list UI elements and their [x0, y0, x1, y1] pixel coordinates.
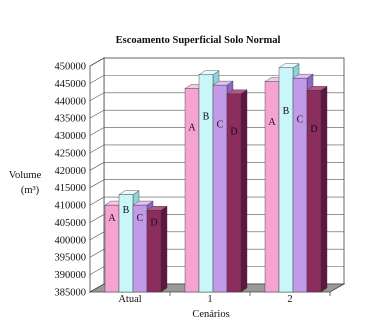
gridline	[89, 127, 344, 136]
plot-side-wall	[89, 57, 105, 293]
gridline	[89, 196, 344, 206]
y-tick-label: 440000	[55, 96, 87, 107]
bar-front	[292, 77, 308, 293]
bar-label: A	[188, 122, 196, 133]
gridline	[89, 144, 344, 154]
bar-top	[278, 63, 300, 68]
bar-front	[198, 74, 214, 293]
bar-top	[212, 80, 234, 86]
bar-top	[226, 89, 248, 95]
bar-label: D	[310, 124, 317, 135]
x-axis-label: Cenários	[192, 309, 229, 320]
bar-label: C	[297, 114, 304, 125]
y-tick-label: 435000	[55, 114, 87, 125]
bar-top	[306, 86, 328, 91]
gridline	[89, 109, 344, 119]
bar-label: D	[150, 217, 157, 228]
x-axis-ticks: Atual 1 2	[118, 292, 331, 305]
gridline	[89, 75, 344, 84]
gridline	[89, 248, 344, 258]
bar-top	[146, 206, 168, 211]
bar: D	[306, 85, 328, 293]
y-tick-label: 450000	[55, 62, 87, 73]
gridline	[89, 92, 344, 102]
gridline	[89, 162, 344, 171]
y-tick-label: 405000	[55, 218, 87, 229]
gridline	[89, 214, 344, 223]
bar-side	[160, 205, 168, 293]
bar: D	[226, 89, 248, 293]
bar-label: A	[268, 117, 276, 128]
y-tick-label: 420000	[55, 166, 87, 177]
bar-label: B	[283, 106, 290, 117]
bar: D	[146, 205, 168, 293]
gridline	[89, 179, 344, 188]
y-axis-label: Volume	[9, 170, 42, 181]
bar-front	[184, 88, 200, 293]
bar-front	[278, 67, 294, 293]
gridline	[89, 57, 344, 67]
bar-label: C	[217, 120, 224, 131]
y-tick-label: 400000	[55, 235, 87, 246]
y-tick-label: 445000	[55, 79, 87, 90]
y-tick-label: 415000	[55, 183, 87, 194]
bar-label: B	[123, 205, 130, 216]
y-tick-label: 390000	[55, 270, 87, 281]
gridline	[89, 266, 344, 275]
y-tick-label: 425000	[55, 148, 87, 159]
x-tick-label: Atual	[118, 294, 141, 305]
bar-top	[132, 200, 154, 206]
x-tick-label: 1	[207, 294, 212, 305]
y-axis-ticks: 385000 390000 395000 400000 405000 410000 4150…	[55, 62, 87, 299]
chart-title: Escoamento Superficial Solo Normal	[116, 35, 281, 46]
y-tick-label: 395000	[55, 253, 87, 264]
x-tick-label: 2	[287, 294, 292, 305]
y-tick-label: 430000	[55, 131, 87, 142]
bar-label: D	[230, 126, 237, 137]
bar-label: C	[137, 213, 144, 224]
bar-side	[240, 89, 248, 293]
bar-top	[118, 190, 140, 195]
gridline	[89, 231, 344, 241]
bar-label: A	[108, 213, 116, 224]
y-tick-label: 410000	[55, 201, 87, 212]
bar-front	[226, 93, 242, 293]
y-axis-unit: (m³)	[21, 185, 40, 196]
bar-side	[320, 85, 328, 293]
y-tick-label: 385000	[55, 288, 87, 299]
bar-label: B	[203, 112, 210, 123]
bar-front	[212, 84, 228, 293]
bar-top	[198, 70, 220, 75]
bar-front	[264, 81, 280, 293]
bar-front	[306, 90, 322, 293]
bar-top	[292, 73, 314, 79]
